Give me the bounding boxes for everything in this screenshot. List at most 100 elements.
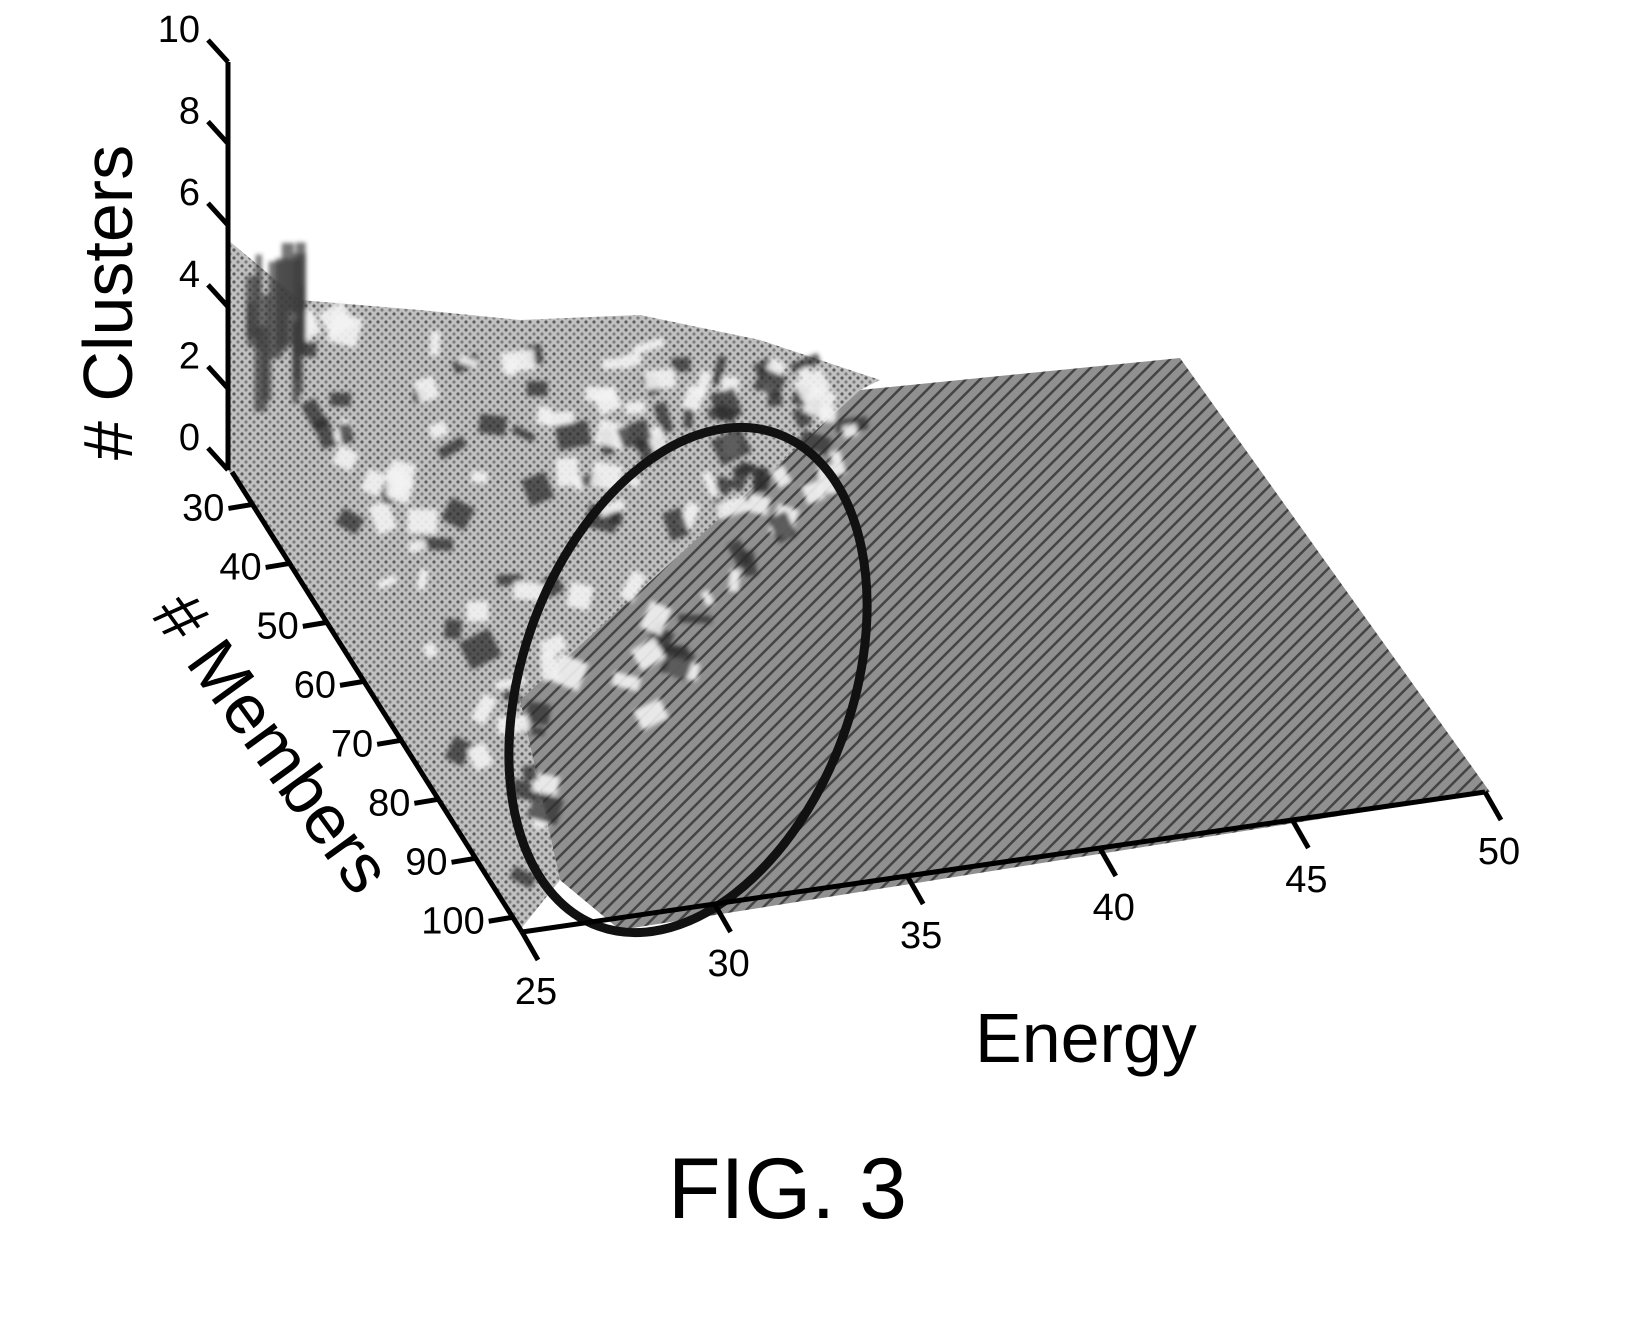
surface-peak — [797, 429, 833, 456]
surface-peak — [713, 475, 734, 496]
y-tick-label: 100 — [421, 900, 484, 942]
y-tick-label: 80 — [368, 782, 410, 824]
surface-peak — [728, 569, 741, 592]
surface-peak — [509, 778, 538, 802]
surface-peak — [746, 493, 771, 516]
z-tick-mark — [206, 201, 230, 227]
x-tick-mark — [519, 930, 541, 962]
x-axis-ticks: 25 30 35 40 45 50 — [515, 790, 1520, 1013]
surface-peak — [683, 408, 694, 428]
surface-peak — [644, 368, 677, 390]
surface-peak — [538, 633, 568, 659]
z-tick-mark — [206, 38, 230, 64]
surface-peak — [458, 628, 502, 670]
z-tick-label: 8 — [179, 91, 200, 133]
surface-peak — [662, 507, 690, 541]
surface-peak — [693, 370, 713, 399]
surface-peak — [500, 349, 536, 373]
y-tick-label: 70 — [331, 723, 373, 765]
z-axis-ticks: 0 2 4 6 8 10 — [158, 9, 230, 472]
z-tick-label: 10 — [158, 9, 200, 51]
surface-peak — [545, 410, 575, 427]
surface-peak — [678, 614, 712, 624]
surface-peak — [549, 653, 589, 692]
z-tick-label: 6 — [179, 172, 200, 214]
surface-peak — [594, 418, 629, 450]
surface-peak — [335, 507, 365, 535]
x-tick-mark — [1097, 846, 1118, 878]
surface-peak — [458, 354, 479, 369]
surface-spike — [262, 294, 272, 401]
surface-peak — [429, 331, 441, 356]
surface-peak — [413, 375, 440, 404]
surface-peak — [601, 357, 622, 370]
surface-peak — [639, 600, 672, 636]
surface-peak — [555, 457, 580, 487]
surface-peak — [710, 426, 752, 466]
surface-peak — [427, 420, 450, 440]
surface-peak — [624, 400, 646, 415]
z-tick-mark — [206, 283, 230, 309]
surface-spike — [281, 243, 295, 346]
surface-peak — [509, 865, 537, 889]
surface-plot — [228, 240, 1490, 930]
surface-peak — [331, 444, 360, 472]
y-axis-ticks: 30 40 50 60 70 80 90 100 — [182, 487, 514, 942]
x-tick-label: 30 — [707, 943, 749, 985]
surface-peak — [521, 764, 539, 783]
surface-peak — [616, 418, 653, 449]
y-tick-label: 30 — [182, 487, 224, 529]
surface-peak — [531, 772, 561, 796]
surface-peak — [589, 460, 624, 491]
x-axis-line — [521, 789, 1486, 935]
surface-spike — [255, 254, 262, 349]
surface-peak — [801, 480, 826, 505]
surface-peak — [440, 497, 475, 531]
surface-peak — [376, 574, 398, 590]
surface-peak — [701, 470, 720, 498]
y-tick-mark — [228, 501, 253, 511]
surface-peak — [539, 651, 559, 682]
surface-peak — [477, 413, 508, 436]
x-tick-label: 40 — [1093, 887, 1135, 929]
surface-peak — [630, 637, 666, 672]
surface-peak — [740, 550, 758, 577]
z-tick-mark — [206, 446, 230, 472]
x-tick-mark — [905, 874, 926, 906]
surface-peak — [671, 356, 691, 373]
surface-peak — [521, 471, 555, 507]
surface-peak — [419, 537, 454, 551]
surface-peak — [466, 600, 489, 622]
y-tick-mark — [451, 855, 476, 865]
surface-peak — [842, 423, 859, 439]
surface-peak — [338, 422, 354, 444]
surface-peak — [790, 352, 821, 374]
y-tick-label: 60 — [294, 664, 336, 706]
surface-peak — [802, 384, 837, 421]
surface-peak — [767, 510, 797, 544]
highlight-ellipse — [504, 422, 872, 938]
y-tick-mark — [376, 737, 402, 747]
surface-peak — [526, 791, 564, 826]
surface-peak — [714, 495, 750, 520]
z-axis-title: # Clusters — [69, 145, 147, 460]
y-axis-line — [229, 470, 525, 934]
z-tick-label: 2 — [179, 335, 200, 377]
surface-peak — [526, 380, 548, 397]
surface-peak — [444, 735, 473, 767]
surface-peak — [407, 508, 438, 534]
surface-peak — [536, 406, 552, 425]
y-tick-label: 90 — [405, 841, 447, 883]
surface-peak — [525, 701, 552, 726]
surface-peak — [619, 569, 647, 604]
surface-peak — [633, 698, 670, 731]
surface-peak — [443, 618, 463, 640]
y-tick-label: 50 — [257, 605, 299, 647]
figure-caption: FIG. 3 — [668, 1141, 907, 1237]
surface-spike — [292, 253, 306, 355]
x-tick-mark — [1290, 818, 1311, 850]
x-tick-label: 35 — [900, 915, 942, 957]
x-tick-mark — [712, 902, 733, 934]
surface-peak — [632, 337, 665, 356]
z-tick-mark — [206, 119, 230, 146]
